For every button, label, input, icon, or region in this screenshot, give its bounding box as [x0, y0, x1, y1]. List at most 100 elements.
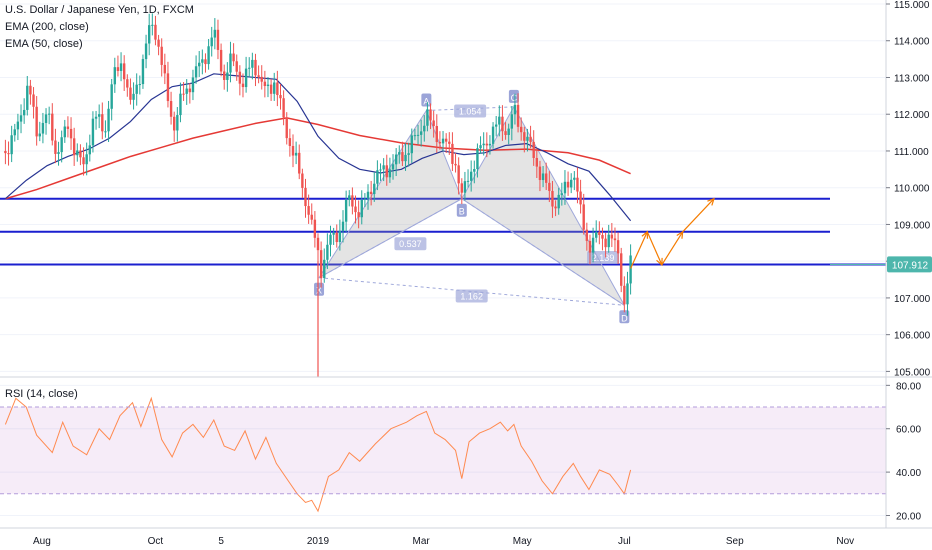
candle-body: [482, 143, 485, 146]
candle-body: [276, 82, 279, 96]
candle-body: [147, 25, 151, 44]
candle-body: [101, 114, 104, 132]
candle-body: [607, 234, 610, 248]
candle-body: [163, 64, 167, 74]
candle-body: [79, 150, 82, 158]
candle-body: [288, 138, 292, 146]
candle-body: [438, 142, 442, 144]
candle-body: [588, 240, 592, 253]
projection-arrowhead: [707, 197, 715, 206]
candle-body: [376, 170, 379, 184]
candle-body: [454, 163, 457, 166]
candle-body: [326, 244, 329, 260]
pattern-point-tag: [456, 203, 467, 217]
pattern-point-tag: [619, 310, 630, 324]
candle-body: [51, 113, 54, 141]
time-tick-label: Mar: [413, 536, 431, 547]
last-price-label: 107.912: [892, 260, 929, 271]
candle-body: [219, 49, 223, 72]
candle-body: [382, 165, 385, 170]
pattern-ratio-label: 2.139: [592, 253, 615, 263]
candle-body: [144, 43, 148, 60]
candle-body: [210, 37, 213, 47]
candle-body: [132, 93, 135, 100]
candle-body: [244, 68, 248, 88]
candle-body: [179, 93, 182, 116]
candle-body: [363, 198, 367, 200]
candle-body: [407, 153, 410, 155]
projection-segment: [682, 198, 715, 233]
candle-body: [444, 138, 448, 142]
candle-body: [394, 154, 398, 165]
candle-body: [538, 166, 542, 181]
ema-50-line: [5, 73, 632, 222]
candle-body: [485, 143, 489, 146]
candle-body: [610, 234, 614, 239]
candle-body: [329, 234, 332, 245]
candle-body: [338, 230, 342, 243]
candle-body: [401, 152, 404, 162]
candle-body: [563, 181, 567, 194]
legend-ema-200[interactable]: EMA (200, close): [5, 21, 89, 33]
candles: [4, 13, 632, 377]
rsi-path: [4, 396, 632, 513]
candle-body: [623, 285, 626, 305]
candle-body: [541, 173, 545, 181]
candle-body: [335, 232, 338, 243]
candle-body: [426, 109, 429, 126]
pattern-point-label: B: [459, 207, 465, 217]
candle-body: [441, 138, 445, 144]
candle-body: [557, 194, 560, 209]
candle-body: [544, 173, 548, 183]
candle-body: [122, 63, 126, 80]
pattern-point-label: C: [511, 93, 518, 103]
candle-body: [560, 193, 564, 195]
candle-body: [82, 157, 85, 165]
horizontal-levels[interactable]: [0, 197, 886, 266]
candle-body: [463, 181, 467, 193]
candle-body: [535, 157, 539, 167]
pattern-xab-triangle: [318, 109, 463, 279]
pattern-point-label: X: [316, 286, 322, 296]
candle-body: [282, 98, 285, 118]
projection-segment: [630, 231, 648, 269]
pattern-point-label: A: [423, 97, 429, 107]
candle-body: [91, 118, 95, 146]
candle-body: [479, 145, 482, 149]
candle-body: [601, 235, 604, 239]
legend-ema-50[interactable]: EMA (50, close): [5, 38, 83, 50]
candle-body: [198, 62, 201, 67]
candle-body: [26, 85, 29, 110]
candle-body: [516, 104, 520, 127]
last-price-badge: [887, 256, 932, 273]
candle-body: [598, 232, 601, 236]
candle-body: [319, 250, 323, 278]
pattern-point-tag: [421, 93, 432, 107]
harmonic-pattern[interactable]: X A B C D 1.054 0.537 2.139 1.162: [314, 89, 630, 324]
candle-body: [554, 206, 557, 209]
candle-body: [423, 125, 426, 132]
candle-body: [204, 59, 207, 65]
pattern-point-label: D: [621, 313, 628, 323]
candle-body: [366, 191, 370, 199]
candle-body: [35, 106, 38, 137]
projection-segment: [646, 231, 663, 266]
candle-body: [113, 67, 117, 85]
candle-body: [29, 85, 32, 95]
candle-body: [385, 165, 388, 178]
rsi-legend[interactable]: RSI (14, close): [5, 388, 78, 400]
candle-body: [19, 115, 23, 122]
projection-path[interactable]: [630, 197, 715, 269]
candle-body: [182, 93, 185, 95]
candle-body: [341, 221, 345, 231]
candle-body: [595, 232, 598, 238]
candle-body: [107, 108, 110, 132]
candle-body: [188, 88, 192, 93]
candle-body: [379, 169, 382, 171]
price-tick-label: 110.000: [894, 184, 930, 195]
time-tick-label: May: [513, 536, 532, 547]
candle-body: [435, 125, 438, 143]
candle-body: [551, 190, 554, 207]
candle-body: [185, 88, 188, 94]
